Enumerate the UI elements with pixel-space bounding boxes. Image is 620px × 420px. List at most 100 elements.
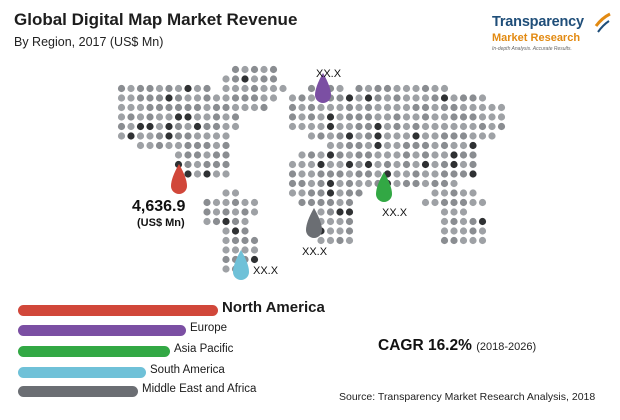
map-dot [307,113,316,121]
legend-bar-asia-pacific [18,346,170,357]
map-dot [488,132,496,140]
map-dot [231,113,240,121]
map-dot [440,103,449,112]
map-dot [298,94,306,102]
map-dot [421,94,430,102]
map-dot [393,103,401,112]
map-dot [193,151,202,159]
logo-swoosh-icon [594,12,611,33]
map-dot [364,122,373,131]
map-dot [279,84,287,93]
map-dot [212,122,221,131]
map-dot [421,113,430,121]
legend-row-south-america: South America [14,364,344,380]
map-dot [288,122,297,131]
map-dot [231,189,240,197]
map-dot [155,141,164,150]
map-dot [146,94,154,102]
map-dot [431,179,439,188]
map-dot [431,84,439,93]
cagr-period: (2018-2026) [476,341,537,353]
map-dot [336,208,344,216]
map-dot [174,141,183,150]
map-dot [469,122,477,131]
map-dot [450,227,458,235]
legend-row-north-america: North America [14,299,344,318]
cagr-value: CAGR 16.2% [378,337,472,354]
map-dot [269,84,278,93]
map-dot [469,94,477,102]
map-dot [136,132,145,140]
map-dot [412,122,420,131]
map-dot [155,113,164,121]
legend-row-europe: Europe [14,322,344,338]
map-dot [222,160,230,169]
map-dot [222,217,230,226]
map-dot [336,189,344,197]
map-dot [374,94,382,102]
map-dot [317,132,325,140]
map-dot [250,208,259,216]
map-dot [117,122,126,131]
map-dot [345,227,354,235]
map-dot [155,94,164,102]
map-dot [412,151,420,159]
map-dot [203,208,211,216]
map-dot [402,84,411,93]
map-dot [184,151,192,159]
map-dot [345,217,354,226]
map-dot [345,160,354,169]
map-dot [459,236,468,245]
map-dot [174,122,183,131]
map-dot [222,94,230,102]
map-dot [326,141,335,150]
map-dot [402,132,411,140]
map-dot [393,170,401,178]
map-dot [174,113,183,121]
map-dot [440,141,449,150]
map-dot [374,151,382,159]
map-dot [146,103,154,112]
map-dot [345,94,354,102]
map-dot [203,160,211,169]
europe-value-label: XX.X [316,68,342,80]
map-dot [364,160,373,169]
map-dot [393,84,401,93]
map-dot [212,198,221,207]
map-dot [421,141,430,150]
map-dot [241,217,249,226]
map-dot [326,103,335,112]
map-dot [497,122,506,131]
map-dot [326,122,335,131]
map-dot [402,170,411,178]
map-dot [412,160,420,169]
map-dot [459,132,468,140]
map-dot [431,198,439,207]
map-dot [469,151,477,159]
map-dot [222,113,230,121]
legend-row-mea: Middle East and Africa [14,383,344,399]
map-dot [193,94,202,102]
map-dot [231,84,240,93]
map-dot [336,84,344,93]
map-dot [336,151,344,159]
map-dot [184,113,192,121]
map-dot [174,160,183,169]
map-dot [355,141,363,150]
map-dot [203,170,211,178]
legend-label-south-america: South America [150,364,225,376]
map-dot [241,84,249,93]
map-dot [212,94,221,102]
map-dot [326,198,335,207]
map-dot [250,246,259,254]
map-dot [374,103,382,112]
north-america-unit-label: (US$ Mn) [137,217,185,229]
map-dot [146,132,154,140]
map-dot [450,122,458,131]
map-dot [260,65,268,74]
map-dot [326,160,335,169]
map-dot [184,170,192,178]
map-dot [469,141,477,150]
pin-mea-icon [306,208,322,238]
map-dot [478,132,487,140]
